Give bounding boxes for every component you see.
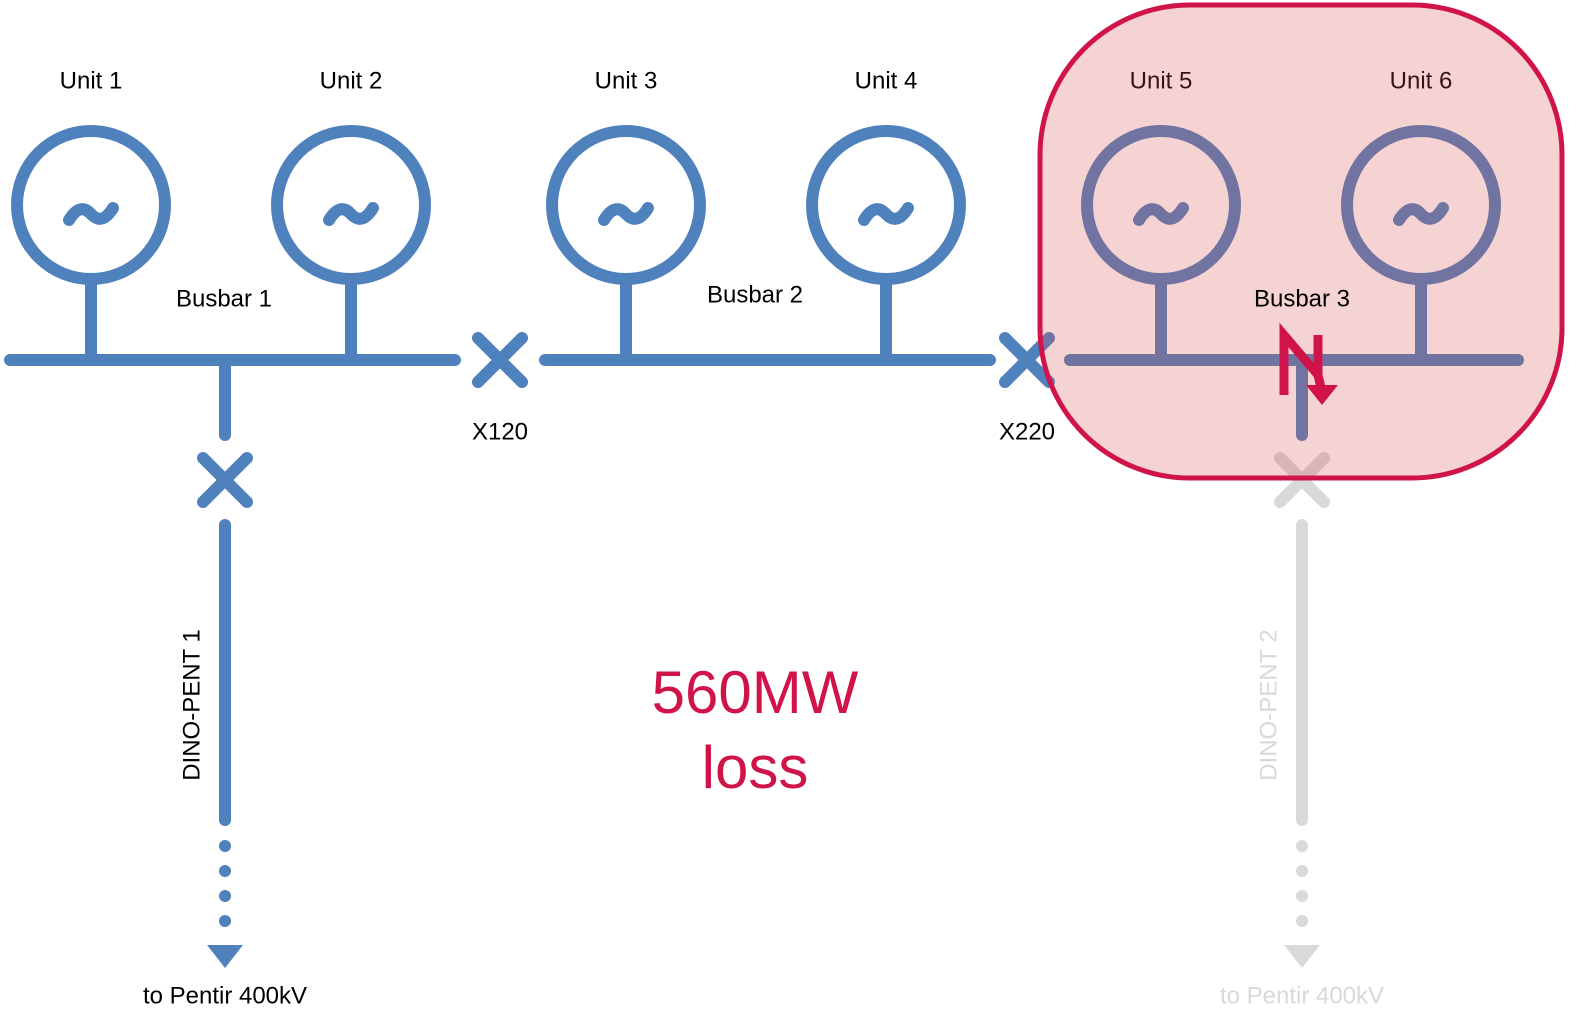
busbar-label: Busbar 3: [1254, 285, 1350, 312]
breaker-label: X220: [999, 418, 1055, 445]
destination-label: to Pentir 400kV: [1220, 982, 1384, 1009]
generator-symbol: [858, 202, 914, 226]
generator: [546, 125, 706, 285]
breaker: [197, 452, 253, 508]
generator-symbol: [63, 202, 119, 226]
unit-label: Unit 5: [1130, 67, 1193, 94]
feeder-label: DINO-PENT 2: [1255, 629, 1282, 781]
unit-label: Unit 3: [595, 67, 658, 94]
busbar-label: Busbar 2: [707, 281, 803, 308]
generator-symbol: [1393, 202, 1449, 226]
breaker: [472, 332, 528, 388]
feeder-label: DINO-PENT 1: [178, 629, 205, 781]
unit-label: Unit 1: [60, 67, 123, 94]
generator: [806, 125, 966, 285]
feeder-dots: [1284, 840, 1320, 968]
busbar-label: Busbar 1: [176, 285, 272, 312]
loss-text: loss: [702, 734, 809, 801]
fault-arrow: [1306, 385, 1338, 405]
unit-label: Unit 2: [320, 67, 383, 94]
generator: [271, 125, 431, 285]
breaker-label: X120: [472, 418, 528, 445]
generator-symbol: [1133, 202, 1189, 226]
feeder-dots: [207, 840, 243, 968]
generator-symbol: [323, 202, 379, 226]
generators: Unit 1 Unit 2 Unit 3 Unit 4 Unit 5 Unit 6: [11, 67, 1501, 366]
generator: [11, 125, 171, 285]
unit-label: Unit 4: [855, 67, 918, 94]
loss-amount: 560MW: [652, 659, 859, 726]
fault-zone: [1037, 2, 1565, 481]
destination-label: to Pentir 400kV: [143, 982, 307, 1009]
generator-symbol: [598, 202, 654, 226]
unit-label: Unit 6: [1390, 67, 1453, 94]
